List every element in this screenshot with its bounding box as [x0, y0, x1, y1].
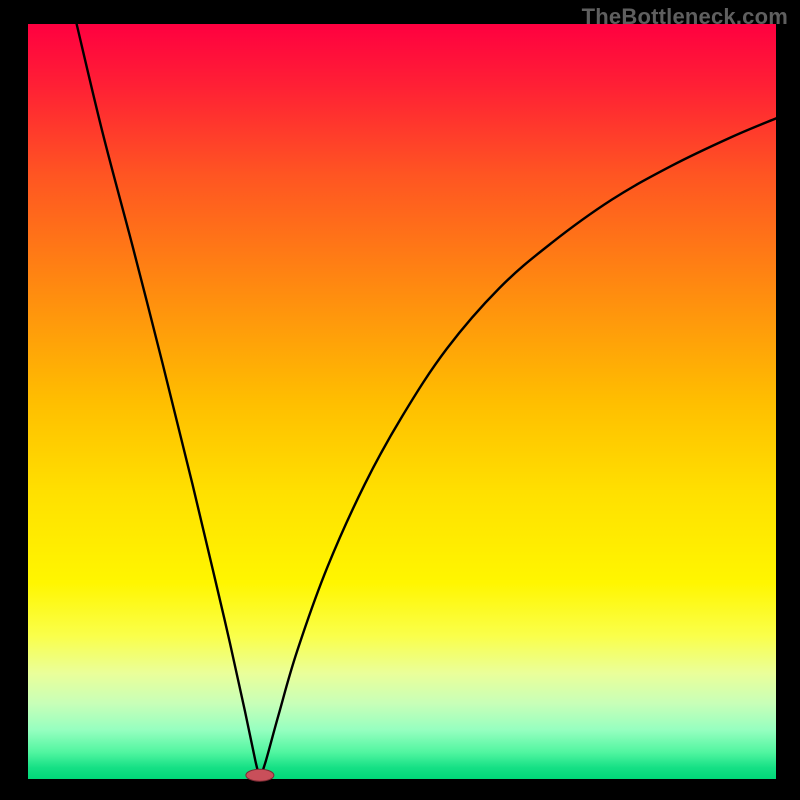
bottleneck-chart [0, 0, 800, 800]
minimum-marker [246, 769, 274, 781]
chart-container: TheBottleneck.com [0, 0, 800, 800]
plot-background-gradient [28, 24, 776, 779]
watermark-label: TheBottleneck.com [582, 4, 788, 30]
